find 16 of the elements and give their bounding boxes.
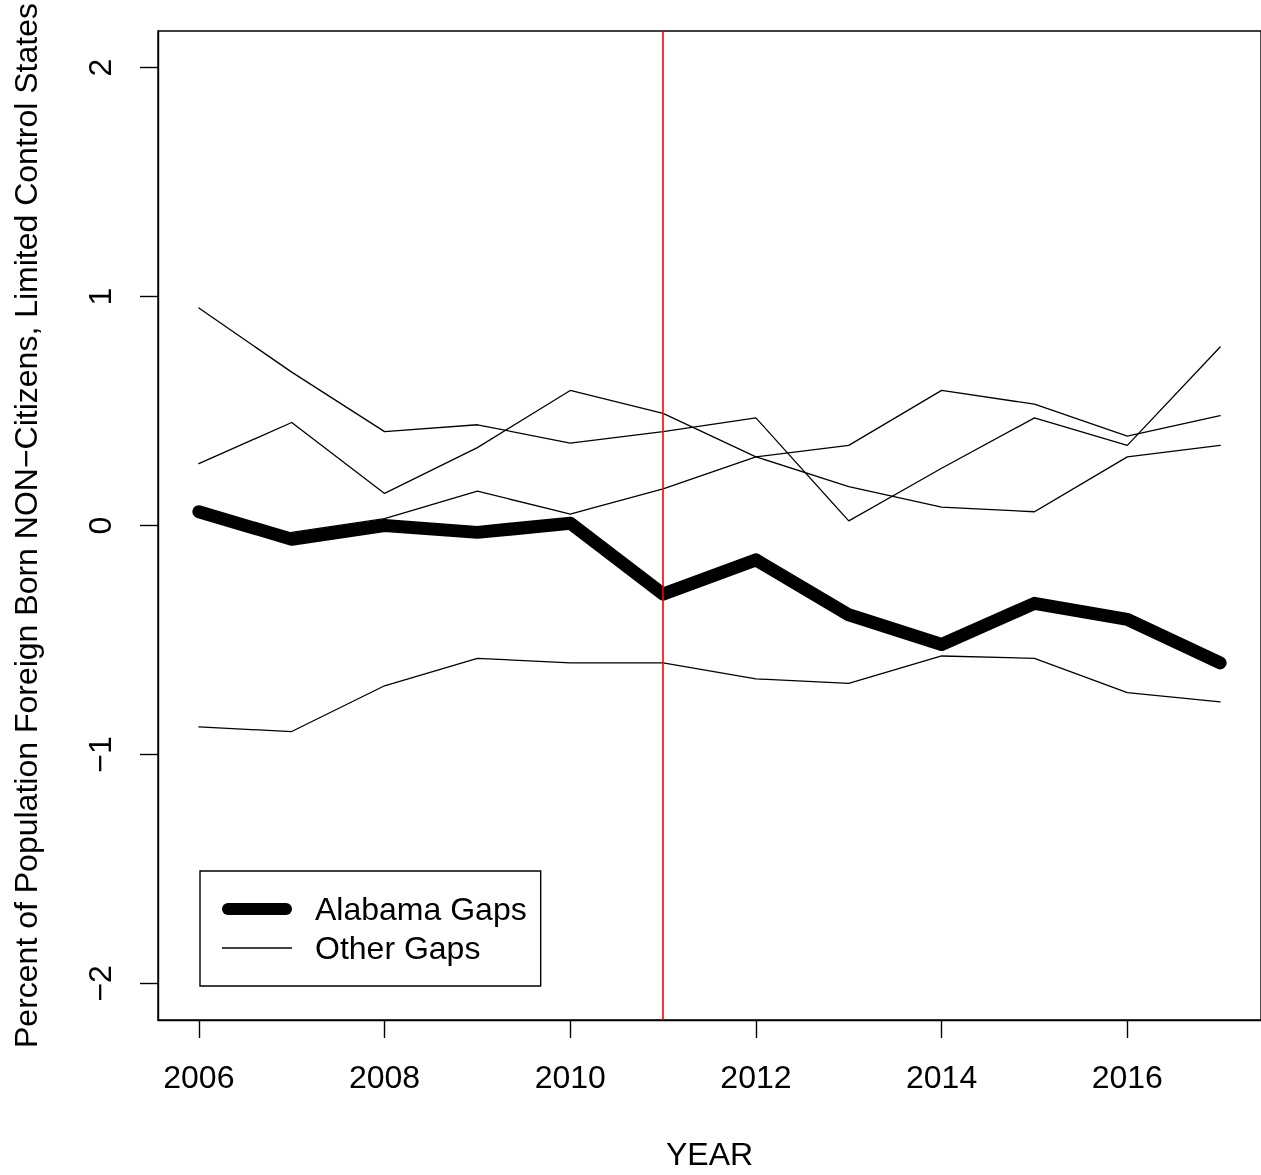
y-tick-label: 1 xyxy=(82,287,118,306)
y-tick-label: −2 xyxy=(82,965,118,1002)
x-axis-title: YEAR xyxy=(665,1136,754,1172)
x-tick-label: 2006 xyxy=(163,1059,235,1095)
x-tick-label: 2014 xyxy=(906,1059,978,1095)
x-tick-label: 2016 xyxy=(1091,1059,1163,1095)
y-tick-label: 2 xyxy=(82,58,118,77)
legend-label: Alabama Gaps xyxy=(315,891,527,927)
line-series xyxy=(198,655,1221,733)
legend-label: Other Gaps xyxy=(315,930,481,966)
x-tick-label: 2012 xyxy=(720,1059,792,1095)
x-tick-label: 2010 xyxy=(534,1059,606,1095)
y-tick-label: −1 xyxy=(82,736,118,773)
y-axis-title: Percent of Population Foreign Born NON−Citizens, Limited Control States xyxy=(8,3,44,1048)
x-tick-label: 2008 xyxy=(348,1059,421,1095)
y-tick-label: 0 xyxy=(82,516,118,535)
